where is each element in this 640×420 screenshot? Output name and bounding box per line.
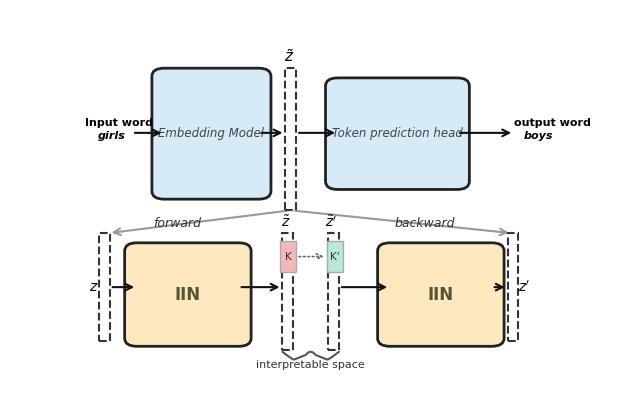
- Text: Embedding Model: Embedding Model: [159, 127, 264, 140]
- FancyBboxPatch shape: [285, 68, 296, 210]
- Text: $z'$: $z'$: [518, 280, 531, 295]
- Text: K: K: [285, 252, 291, 262]
- Text: Input word: Input word: [85, 118, 153, 128]
- Text: $\tilde{z}'$: $\tilde{z}'$: [325, 214, 337, 230]
- FancyBboxPatch shape: [280, 241, 296, 272]
- Text: $\tilde{z}$: $\tilde{z}$: [284, 48, 294, 65]
- Text: $\tilde{z}$: $\tilde{z}$: [281, 214, 291, 230]
- Text: girls: girls: [97, 131, 125, 141]
- Text: $z$: $z$: [88, 280, 98, 294]
- Text: output word: output word: [514, 118, 591, 128]
- FancyBboxPatch shape: [282, 233, 293, 349]
- FancyBboxPatch shape: [378, 243, 504, 346]
- FancyBboxPatch shape: [99, 233, 110, 341]
- FancyBboxPatch shape: [508, 233, 518, 341]
- Text: backward: backward: [394, 217, 455, 230]
- Text: boys: boys: [524, 131, 554, 141]
- Text: forward: forward: [153, 217, 201, 230]
- FancyBboxPatch shape: [326, 241, 343, 272]
- FancyBboxPatch shape: [152, 68, 271, 199]
- Text: Token prediction head: Token prediction head: [332, 127, 463, 140]
- Text: IIN: IIN: [428, 286, 454, 304]
- FancyBboxPatch shape: [326, 78, 469, 189]
- Text: K': K': [330, 252, 339, 262]
- FancyBboxPatch shape: [125, 243, 251, 346]
- FancyBboxPatch shape: [328, 233, 339, 349]
- Text: IIN: IIN: [175, 286, 201, 304]
- Text: interpretable space: interpretable space: [256, 360, 365, 370]
